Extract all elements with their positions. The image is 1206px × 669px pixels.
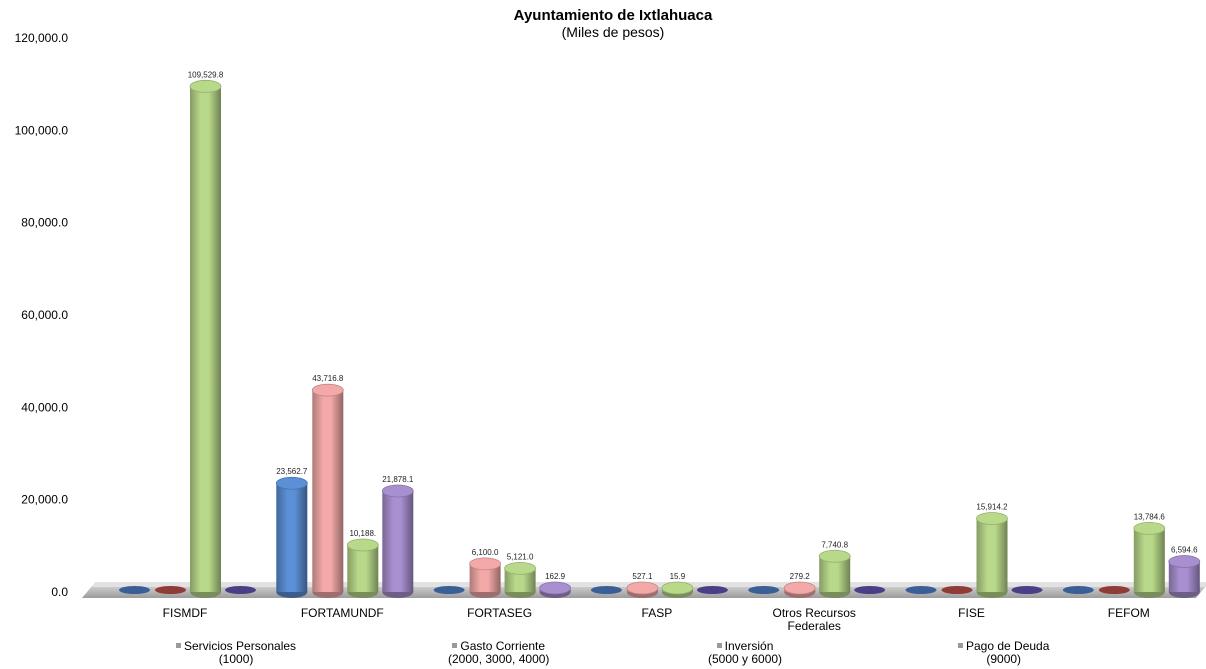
chart-plot: 0.0 20,000.0 40,000.0 60,000.0 80,000.0 100,0… <box>15 31 1206 633</box>
data-label: 23,562.7 <box>276 467 308 476</box>
legend-label: Inversión <box>724 639 774 653</box>
bar-zero-disc <box>696 586 728 594</box>
legend-item: Servicios Personales (1000) <box>176 640 296 666</box>
bar <box>382 490 414 592</box>
data-label: 6,594.6 <box>1171 546 1198 555</box>
y-tick-label: 40,000.0 <box>21 400 68 414</box>
bar-zero-disc <box>590 586 622 594</box>
bar-zero-disc <box>1062 586 1094 594</box>
legend-sublabel: (9000) <box>986 652 1022 666</box>
data-label: 43,716.8 <box>312 374 344 383</box>
x-category-label: FORTAMUNDF <box>301 606 384 620</box>
x-category-label: Otros Recursos <box>773 606 856 620</box>
bar-cap <box>1168 555 1201 568</box>
chart-subtitle: (Miles de pesos) <box>561 24 665 40</box>
bar <box>347 544 379 592</box>
bar-cap <box>539 581 571 595</box>
x-category-label: FEFOM <box>1108 606 1150 620</box>
legend-sublabel: (1000) <box>218 652 254 666</box>
bar <box>1133 528 1165 592</box>
bar-zero-disc <box>433 586 465 594</box>
data-label: 15,914.2 <box>976 503 1008 512</box>
y-tick-label: 80,000.0 <box>21 216 68 230</box>
bar-cap <box>311 383 344 397</box>
x-category-label: FISMDF <box>163 606 208 620</box>
legend-label: Gasto Corriente <box>460 639 546 653</box>
legend-item: Gasto Corriente (2000, 3000, 4000) <box>448 640 549 666</box>
bar-cap <box>275 476 308 490</box>
y-tick-label: 0.0 <box>51 585 68 599</box>
bar <box>504 568 536 592</box>
data-label: 162.9 <box>545 572 566 581</box>
bar-cap <box>346 538 379 552</box>
bar-zero-disc <box>854 586 886 594</box>
data-label: 15.9 <box>670 572 686 581</box>
bar-zero-disc <box>119 586 150 594</box>
legend-sublabel: (2000, 3000, 4000) <box>448 652 550 666</box>
bar-cap <box>469 557 502 571</box>
bar-zero-disc <box>155 586 186 594</box>
bar-zero-disc <box>225 586 256 594</box>
data-label: 10,188. <box>349 529 376 538</box>
legend-label: Servicios Personales <box>184 639 297 653</box>
x-category-label: FORTASEG <box>467 606 532 620</box>
y-tick-label: 100,000.0 <box>15 123 69 137</box>
bar-zero-disc <box>1011 586 1043 594</box>
x-category-label: FASP <box>642 606 673 620</box>
bar-zero-disc <box>941 586 973 594</box>
legend-label: Pago de Deuda <box>966 639 1050 653</box>
bar <box>276 483 308 592</box>
legend-swatch <box>716 643 722 649</box>
bar-cap <box>504 561 536 575</box>
chart-legend: Servicios Personales (1000) Gasto Corrient… <box>0 640 1206 669</box>
legend-sublabel: (5000 y 6000) <box>708 652 783 666</box>
y-tick-label: 60,000.0 <box>21 308 68 322</box>
data-label: 109,529.8 <box>188 70 224 79</box>
chart-title: Ayuntamiento de Ixtlahuaca <box>513 7 713 24</box>
legend-swatch <box>452 643 458 649</box>
data-label: 527.1 <box>632 572 653 581</box>
y-tick-label: 120,000.0 <box>15 31 69 45</box>
data-label: 21,878.1 <box>382 475 414 484</box>
bar-cap <box>818 549 851 563</box>
bar-cap <box>976 512 1008 525</box>
bar-zero-disc <box>905 586 937 594</box>
data-label: 279.2 <box>790 572 811 581</box>
x-category-label: Federales <box>788 619 841 633</box>
data-label: 7,740.8 <box>821 540 848 549</box>
bar <box>312 390 344 592</box>
bar-zero-disc <box>1098 586 1130 594</box>
bar-cap <box>661 581 694 595</box>
bar <box>976 518 1008 592</box>
y-tick-label: 20,000.0 <box>21 493 68 507</box>
x-category-label: FISE <box>958 606 985 620</box>
legend-swatch <box>176 643 181 649</box>
legend-item: Inversión (5000 y 6000) <box>708 640 782 666</box>
bar-cap <box>381 484 414 498</box>
bar-zero-disc <box>748 586 780 594</box>
bar <box>190 86 221 592</box>
bar-cap <box>626 581 659 595</box>
legend-swatch <box>958 643 963 649</box>
bar-cap <box>1133 521 1166 535</box>
bar-cap <box>189 79 222 93</box>
bar-cap <box>783 581 816 595</box>
data-label: 6,100.0 <box>472 548 499 557</box>
legend-item: Pago de Deuda (9000) <box>958 640 1049 666</box>
data-label: 13,784.6 <box>1134 512 1166 521</box>
data-label: 5,121.0 <box>507 552 534 561</box>
